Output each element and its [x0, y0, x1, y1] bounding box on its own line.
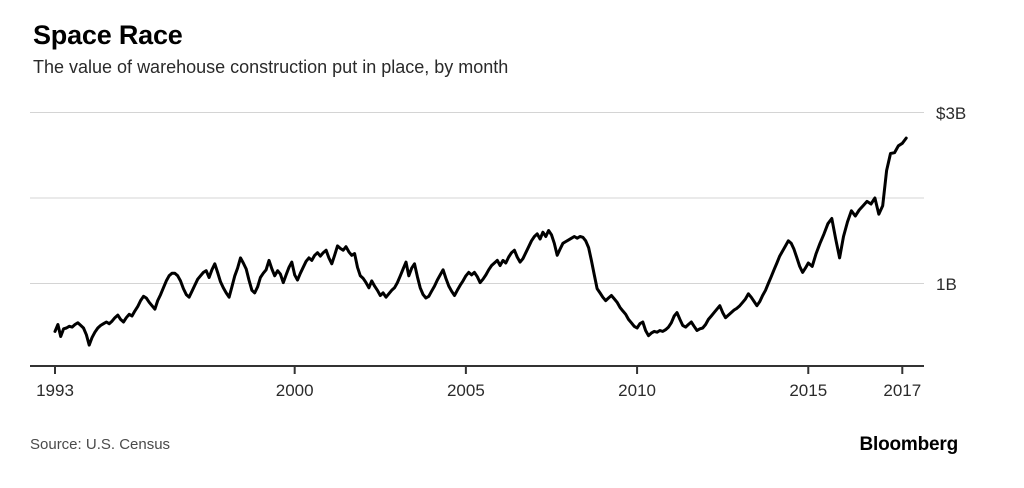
y-axis-label-3b: $3B: [936, 103, 967, 123]
source-note: Source: U.S. Census: [30, 436, 171, 453]
x-axis-label-2015: 2015: [789, 381, 828, 400]
bloomberg-logo: Bloomberg: [859, 434, 959, 455]
y-axis-label-1b: 1B: [936, 274, 957, 294]
x-axis-label-2005: 2005: [446, 381, 485, 400]
x-axis-label-2017: 2017: [883, 381, 922, 400]
chart-title: Space Race: [33, 20, 183, 50]
x-axis-label-2010: 2010: [618, 381, 656, 400]
chart-subtitle: The value of warehouse construction put …: [33, 57, 509, 77]
data-line: [53, 136, 908, 347]
x-axis-label-1993: 1993: [36, 381, 74, 400]
x-axis-label-2000: 2000: [275, 381, 314, 400]
